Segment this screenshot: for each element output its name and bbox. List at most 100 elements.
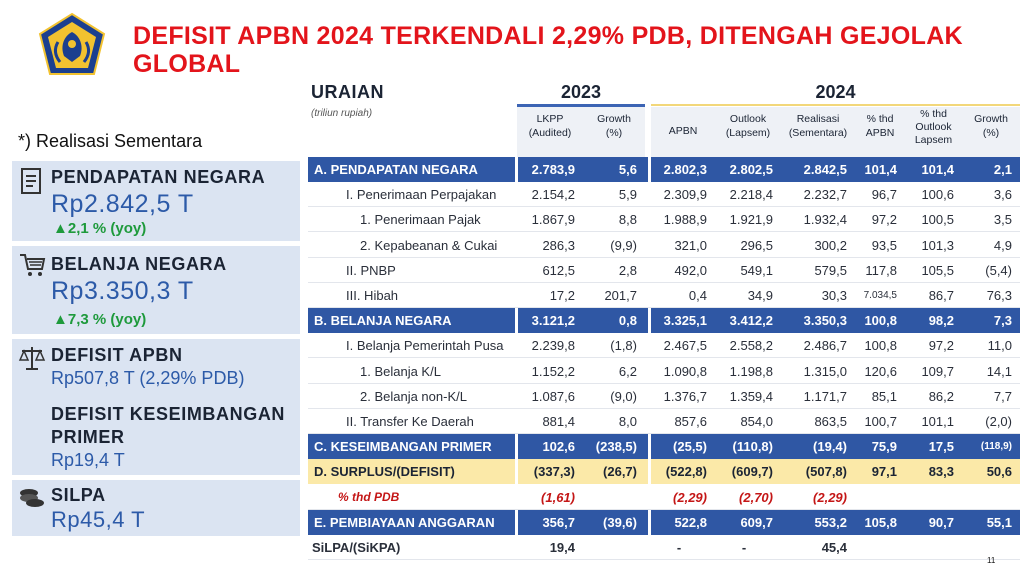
table-cell: 101,4: [921, 162, 954, 177]
table-cell: 863,5: [814, 414, 847, 429]
table-cell: 102,6: [542, 439, 575, 455]
cart-icon: [18, 252, 48, 282]
spending-card: BELANJA NEGARA Rp3.350,3 T ▲7,3 % (yoy): [12, 246, 300, 334]
table-cell: 2.783,9: [531, 162, 575, 177]
revenue-yoy: ▲2,1 % (yoy): [53, 220, 147, 237]
page-number: 11: [987, 556, 996, 565]
table-cell: -: [741, 540, 747, 555]
table-cell: 1.988,9: [663, 212, 707, 228]
table-row: % thd PDB (1,61) (2,29) (2,70) (2,29): [308, 485, 1020, 510]
column-separator: [515, 509, 518, 535]
column-header: Growth (%): [974, 113, 1008, 139]
table-cell: 1.315,0: [803, 363, 847, 379]
table-row: I. Belanja Pemerintah Pusa 2.239,8 (1,8) 2.…: [308, 333, 1020, 359]
table-row: 2. Kepabeanan & Cukai 286,3 (9,9) 321,0 296,…: [308, 233, 1020, 258]
table-cell: 3,5: [993, 212, 1012, 228]
table-cell: 356,7: [542, 514, 575, 530]
table-cell: [855, 535, 897, 560]
table-cell: 4,9: [993, 237, 1012, 253]
table-cell: (609,7): [731, 464, 773, 480]
column-header: Outlook (Lapsem): [725, 113, 771, 139]
table-row: III. Hibah 17,2 201,7 0,4 34,9 30,3 7.034,5 86,…: [308, 283, 1020, 308]
column-header: % thd Outlook Lapsem: [914, 108, 953, 146]
column-separator: [515, 434, 518, 460]
table-cell: 83,3: [928, 464, 954, 480]
table-cell: (337,3): [533, 464, 575, 480]
revenue-card: PENDAPATAN NEGARA Rp2.842,5 T ▲2,1 % (yo…: [12, 161, 300, 241]
table-cell: 97,2: [928, 338, 954, 354]
table-cell: (238,5): [595, 439, 637, 455]
table-cell: [905, 485, 954, 510]
table-row: II. Transfer Ke Daerah 881,4 8,0 857,6 854,0…: [308, 409, 1020, 434]
page-title: DEFISIT APBN 2024 TERKENDALI 2,29% PDB, …: [133, 22, 963, 78]
column-separator: [515, 459, 518, 485]
table-cell: 3.325,1: [663, 313, 707, 329]
table-cell: 881,4: [542, 414, 575, 429]
table-row: 1. Penerimaan Pajak 1.867,9 8,8 1.988,9 1.92…: [308, 207, 1020, 233]
table-cell: 75,9: [871, 439, 897, 455]
table-cell: 117,8: [865, 262, 897, 278]
table-cell: 2,1: [993, 162, 1012, 177]
table-cell: 101,3: [921, 237, 954, 253]
table-cell: (9,9): [610, 237, 637, 253]
row-label: B. BELANJA NEGARA: [314, 313, 452, 329]
table-cell: (2,29): [673, 489, 707, 505]
table-cell: (2,29): [813, 489, 847, 505]
table-row: C. KESEIMBANGAN PRIMER 102,6 (238,5) (25,5)…: [308, 434, 1020, 460]
table-cell: 5,9: [618, 187, 637, 203]
table-cell: 97,1: [871, 464, 897, 480]
table-cell: 55,1: [986, 514, 1012, 530]
table-cell: (26,7): [603, 464, 637, 480]
table-cell: 553,2: [814, 514, 847, 530]
row-label: 1. Belanja K/L: [360, 363, 441, 379]
deficit-value: Rp507,8 T (2,29% PDB): [51, 368, 245, 388]
table-cell: 3.412,2: [729, 313, 773, 329]
row-label: II. PNBP: [346, 262, 396, 278]
column-separator: [648, 434, 651, 460]
column-separator: [515, 308, 518, 334]
table-cell: 97,2: [871, 212, 897, 228]
row-label: E. PEMBIAYAAN ANGGARAN: [314, 514, 495, 530]
table-cell: 286,3: [542, 237, 575, 253]
uraian-header: URAIAN: [311, 82, 384, 102]
primary-balance-label-2: PRIMER: [51, 427, 125, 447]
row-label: % thd PDB: [338, 489, 400, 504]
table-cell: (2,0): [985, 414, 1012, 429]
table-cell: 100,8: [864, 338, 897, 354]
deficit-label: DEFISIT APBN: [51, 345, 183, 365]
table-cell: 85,1: [871, 388, 897, 404]
table-cell: -: [676, 540, 682, 555]
table-cell: 2.154,2: [531, 187, 575, 203]
table-cell: (118,9): [980, 441, 1012, 453]
year-2024: 2024: [815, 82, 856, 102]
row-label: A. PENDAPATAN NEGARA: [314, 162, 478, 177]
table-cell: 2.802,5: [729, 162, 773, 177]
unit-note: (triliun rupiah): [311, 108, 373, 119]
row-label: C. KESEIMBANGAN PRIMER: [314, 439, 492, 455]
table-cell: 8,8: [618, 212, 637, 228]
table-cell: 1.198,8: [729, 363, 773, 379]
row-label: SiLPA/(SiKPA): [312, 540, 401, 555]
table-cell: 1.921,9: [729, 212, 773, 228]
table-cell: 300,2: [814, 237, 847, 253]
column-header: % thd APBN: [865, 113, 895, 139]
table-cell: 2.558,2: [729, 338, 773, 354]
table-cell: (1,8): [610, 338, 637, 354]
table-row: II. PNBP 612,5 2,8 492,0 549,1 579,5 117,8 105,…: [308, 258, 1020, 283]
table-cell: 857,6: [674, 414, 707, 429]
column-separator: [515, 157, 518, 182]
row-label: 1. Penerimaan Pajak: [360, 212, 481, 228]
table-cell: (25,5): [673, 439, 707, 455]
spending-value: Rp3.350,3 T: [51, 277, 194, 305]
column-separator: [648, 308, 651, 334]
table-cell: 3,6: [993, 187, 1012, 203]
table-cell: 7,3: [993, 313, 1012, 329]
table-row: D. SURPLUS/(DEFISIT) (337,3) (26,7) (522,8)…: [308, 459, 1020, 485]
table-cell: 7.034,5: [863, 290, 897, 301]
table-row: 2. Belanja non-K/L 1.087,6 (9,0) 1.376,7 1.3…: [308, 384, 1020, 409]
footnote: *) Realisasi Sementara: [18, 131, 203, 151]
table-cell: (5,4): [985, 262, 1012, 278]
table-cell: 50,6: [986, 464, 1012, 480]
row-label: II. Transfer Ke Daerah: [346, 414, 474, 429]
table-row: I. Penerimaan Perpajakan 2.154,2 5,9 2.309,…: [308, 182, 1020, 208]
